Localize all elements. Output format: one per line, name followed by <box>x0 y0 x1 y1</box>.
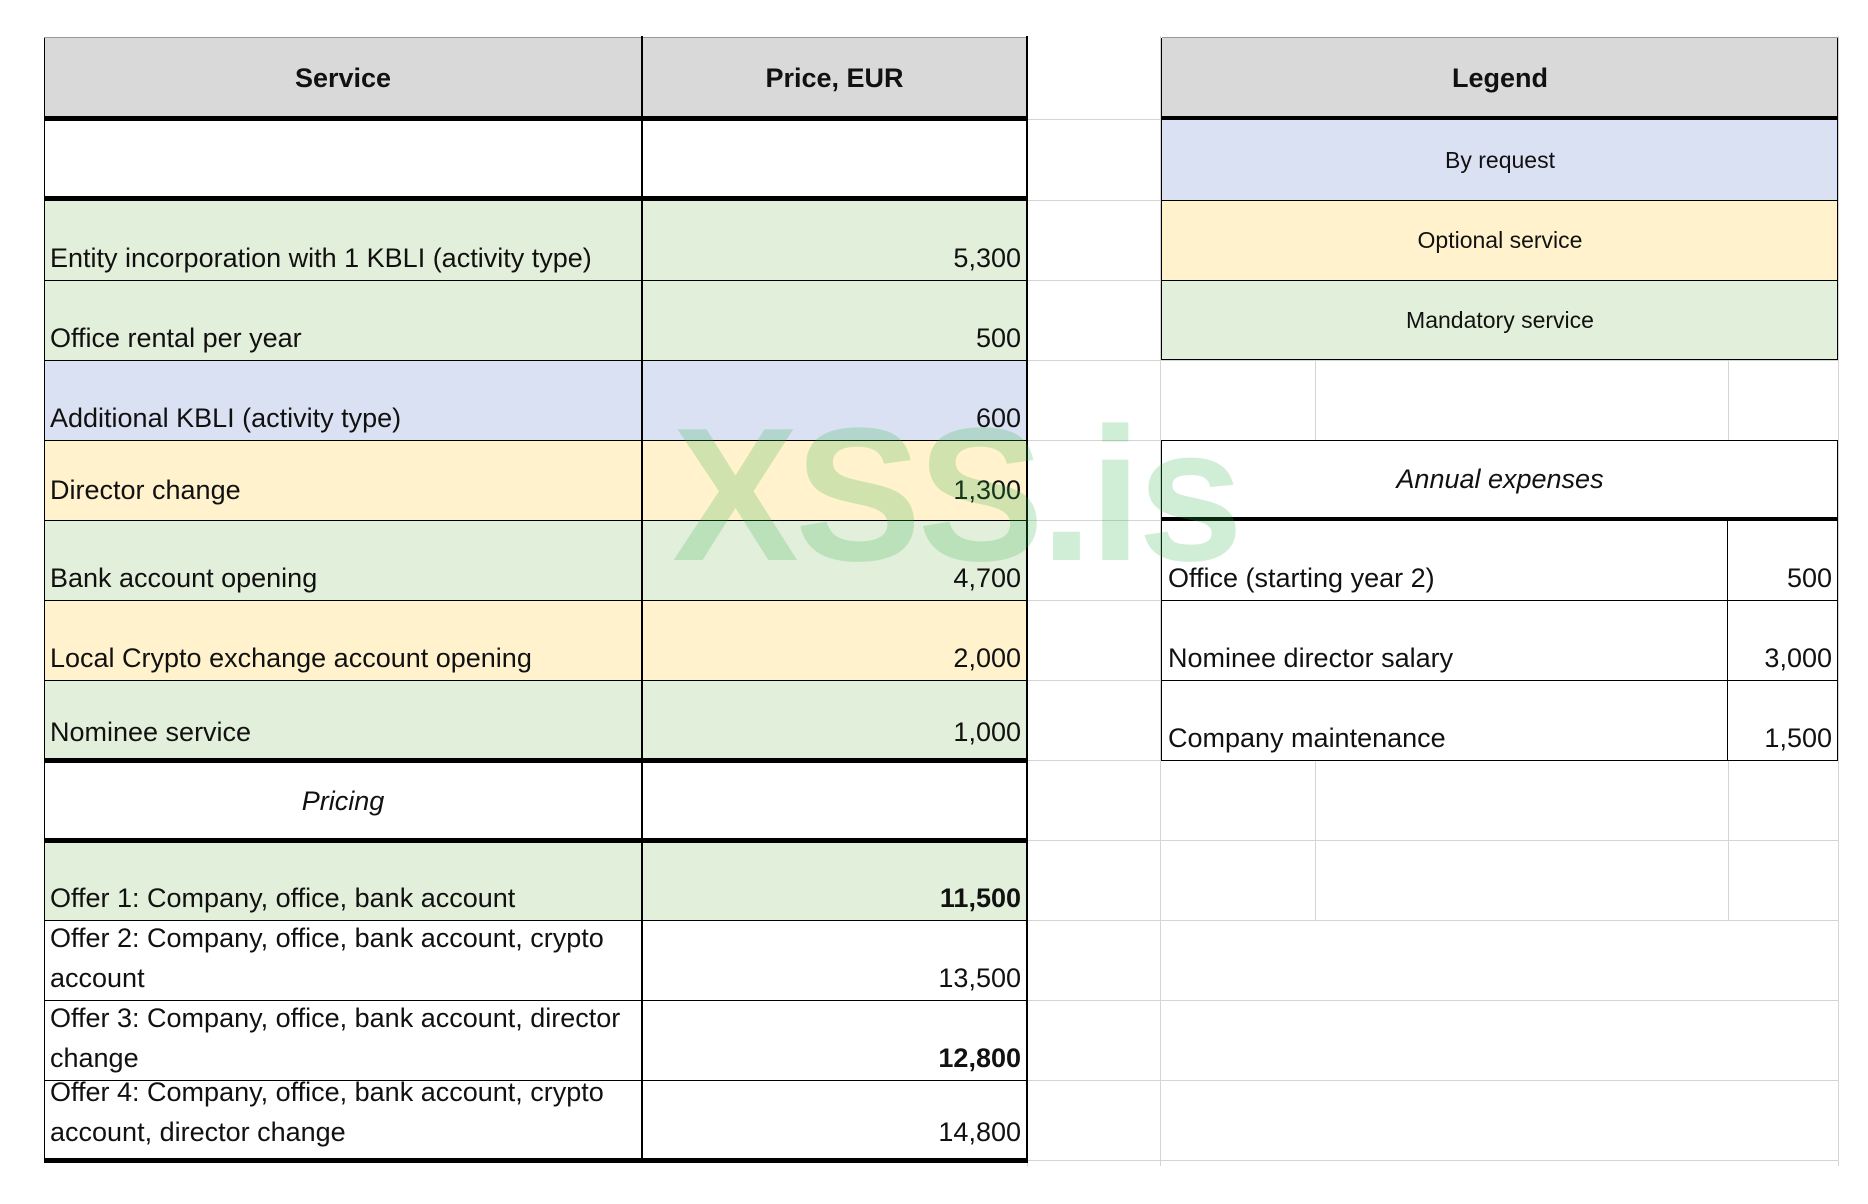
service-cell[interactable]: Office rental per year <box>44 280 642 360</box>
price-cell[interactable]: 4,700 <box>642 520 1027 600</box>
legend-border <box>1162 280 1838 281</box>
legend-by-request[interactable]: By request <box>1162 120 1838 200</box>
gridline <box>1027 840 1838 841</box>
expenses-border <box>1162 517 1838 521</box>
price-cell[interactable]: 1,300 <box>642 440 1027 520</box>
gridline <box>1728 360 1729 440</box>
legend-title[interactable]: Legend <box>1162 38 1838 118</box>
table-border <box>44 838 1028 843</box>
table-border <box>44 38 45 1161</box>
expense-value-cell[interactable]: 1,500 <box>1728 680 1838 760</box>
gridline <box>1027 440 1162 441</box>
table-border <box>44 920 1028 921</box>
gridline <box>1838 36 1839 1166</box>
expenses-border <box>1162 680 1838 681</box>
table-border <box>44 360 1028 361</box>
gridline <box>1027 600 1162 601</box>
legend-border <box>1162 116 1838 120</box>
table-border <box>1026 36 1028 1161</box>
legend-border <box>1162 359 1838 360</box>
offer-price-cell[interactable]: 13,500 <box>642 920 1027 1000</box>
blank-cell[interactable] <box>44 120 642 198</box>
table-border <box>44 758 1028 763</box>
offer-cell[interactable]: Offer 3: Company, office, bank account, … <box>44 1000 642 1080</box>
expense-value-cell[interactable]: 500 <box>1728 520 1838 600</box>
table-border <box>44 520 1028 521</box>
gridline <box>1027 360 1838 361</box>
column-header-price[interactable]: Price, EUR <box>642 38 1027 118</box>
legend-optional-service[interactable]: Optional service <box>1162 200 1838 280</box>
service-cell[interactable]: Director change <box>44 440 642 520</box>
price-cell[interactable]: 600 <box>642 360 1027 440</box>
blank-cell[interactable] <box>642 120 1027 198</box>
price-cell[interactable]: 500 <box>642 280 1027 360</box>
blank-cell[interactable] <box>642 762 1027 840</box>
offer-cell[interactable]: Offer 4: Company, office, bank account, … <box>44 1080 642 1160</box>
legend-mandatory-service[interactable]: Mandatory service <box>1162 280 1838 360</box>
offer-cell[interactable]: Offer 2: Company, office, bank account, … <box>44 920 642 1000</box>
gridline <box>1027 1000 1838 1001</box>
table-border <box>44 600 1028 601</box>
price-cell[interactable]: 5,300 <box>642 200 1027 280</box>
legend-border <box>1161 38 1162 360</box>
column-header-service[interactable]: Service <box>44 38 642 118</box>
expense-value-cell[interactable]: 3,000 <box>1728 600 1838 680</box>
expenses-border <box>1162 760 1838 761</box>
offer-cell[interactable]: Offer 1: Company, office, bank account <box>44 840 642 920</box>
gridline <box>1027 520 1162 521</box>
table-border <box>44 116 1028 121</box>
expenses-border <box>1161 440 1162 761</box>
table-border <box>641 36 643 1161</box>
gridline <box>1027 200 1162 201</box>
service-cell[interactable]: Local Crypto exchange account opening <box>44 600 642 680</box>
offer-price-cell[interactable]: 14,800 <box>642 1080 1027 1160</box>
gridline <box>1027 280 1162 281</box>
expense-label-cell[interactable]: Company maintenance <box>1162 680 1728 760</box>
table-border <box>44 196 1028 201</box>
table-border <box>44 1158 1028 1163</box>
legend-border <box>1162 37 1838 38</box>
table-border <box>44 680 1028 681</box>
expense-label-cell[interactable]: Nominee director salary <box>1162 600 1728 680</box>
table-border <box>44 440 1028 441</box>
expenses-border <box>1162 440 1838 441</box>
gridline <box>1027 1160 1838 1161</box>
legend-border <box>1837 38 1838 360</box>
expenses-border <box>1837 440 1838 761</box>
table-border <box>44 280 1028 281</box>
expenses-border <box>1162 600 1838 601</box>
gridline <box>1027 920 1838 921</box>
table-border <box>44 1000 1028 1001</box>
gridline <box>1160 36 1161 1166</box>
table-border <box>44 1080 1028 1081</box>
service-cell[interactable]: Nominee service <box>44 680 642 760</box>
gridline <box>1027 1080 1838 1081</box>
price-cell[interactable]: 2,000 <box>642 600 1027 680</box>
service-cell[interactable]: Bank account opening <box>44 520 642 600</box>
expenses-border <box>1727 520 1728 761</box>
pricing-label[interactable]: Pricing <box>44 762 642 840</box>
service-cell[interactable]: Additional KBLI (activity type) <box>44 360 642 440</box>
legend-border <box>1162 200 1838 201</box>
gridline <box>1315 360 1316 440</box>
gridline <box>1027 119 1162 120</box>
offer-price-cell[interactable]: 11,500 <box>642 840 1027 920</box>
expense-label-cell[interactable]: Office (starting year 2) <box>1162 520 1728 600</box>
annual-expenses-title[interactable]: Annual expenses <box>1162 440 1838 518</box>
price-cell[interactable]: 1,000 <box>642 680 1027 760</box>
service-cell[interactable]: Entity incorporation with 1 KBLI (activi… <box>44 200 642 280</box>
table-border <box>44 37 1028 38</box>
offer-price-cell[interactable]: 12,800 <box>642 1000 1027 1080</box>
gridline <box>1027 680 1162 681</box>
